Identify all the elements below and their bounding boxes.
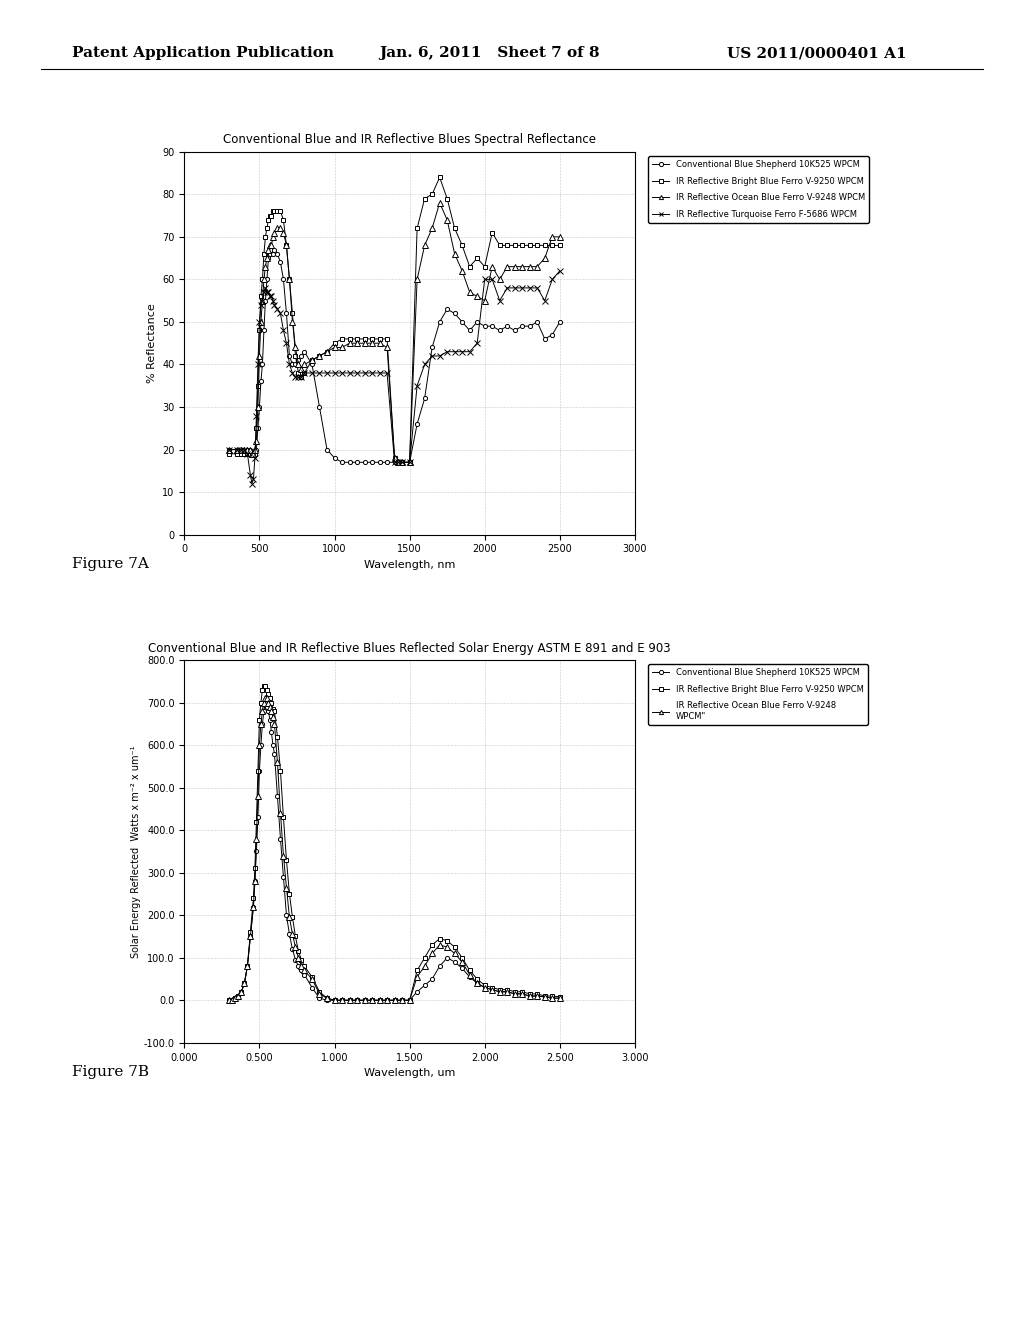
Y-axis label: % Reflectance: % Reflectance	[146, 304, 157, 383]
Legend: Conventional Blue Shepherd 10K525 WPCM, IR Reflective Bright Blue Ferro V-9250 W: Conventional Blue Shepherd 10K525 WPCM, …	[648, 156, 869, 223]
Text: Figure 7B: Figure 7B	[72, 1065, 148, 1080]
X-axis label: Wavelength, nm: Wavelength, nm	[364, 560, 456, 570]
Title: Conventional Blue and IR Reflective Blues Reflected Solar Energy ASTM E 891 and : Conventional Blue and IR Reflective Blue…	[148, 642, 671, 655]
Text: US 2011/0000401 A1: US 2011/0000401 A1	[727, 46, 906, 61]
Text: Patent Application Publication: Patent Application Publication	[72, 46, 334, 61]
Title: Conventional Blue and IR Reflective Blues Spectral Reflectance: Conventional Blue and IR Reflective Blue…	[223, 133, 596, 147]
X-axis label: Wavelength, um: Wavelength, um	[364, 1068, 456, 1078]
Text: Jan. 6, 2011   Sheet 7 of 8: Jan. 6, 2011 Sheet 7 of 8	[379, 46, 599, 61]
Text: Figure 7A: Figure 7A	[72, 557, 148, 572]
Y-axis label: Solar Energy Reflected  Watts x m⁻² x um⁻¹: Solar Energy Reflected Watts x m⁻² x um⁻…	[131, 746, 141, 957]
Legend: Conventional Blue Shepherd 10K525 WPCM, IR Reflective Bright Blue Ferro V-9250 W: Conventional Blue Shepherd 10K525 WPCM, …	[648, 664, 867, 725]
